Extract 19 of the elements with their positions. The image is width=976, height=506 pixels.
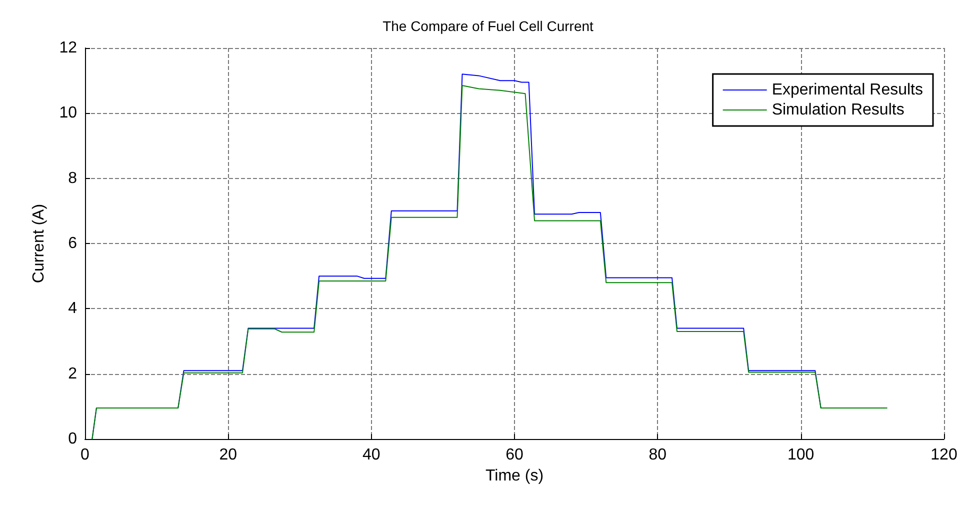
y-tick-label: 6	[68, 235, 78, 252]
y-tick-label: 8	[68, 170, 78, 187]
y-tick-label: 0	[68, 430, 78, 448]
x-tick-label: 80	[648, 446, 667, 464]
y-axis-title: Current (A)	[30, 204, 48, 284]
x-tick-label: 0	[80, 446, 90, 464]
x-tick-label: 120	[930, 446, 958, 464]
x-tick-label: 40	[362, 446, 380, 464]
y-tick-label: 4	[68, 300, 78, 318]
y-tick-label: 12	[59, 40, 78, 56]
y-tick-label: 10	[59, 104, 78, 122]
y-tick-label: 2	[68, 365, 78, 382]
legend-label: Experimental Results	[772, 82, 923, 98]
x-tick-label: 100	[787, 446, 814, 464]
x-tick-label: 60	[506, 446, 524, 464]
legend-label: Simulation Results	[772, 102, 904, 118]
x-tick-label: 20	[219, 446, 238, 464]
chart-title: The Compare of Fuel Cell Current	[382, 18, 594, 34]
x-axis-title: Time (s)	[485, 467, 544, 484]
